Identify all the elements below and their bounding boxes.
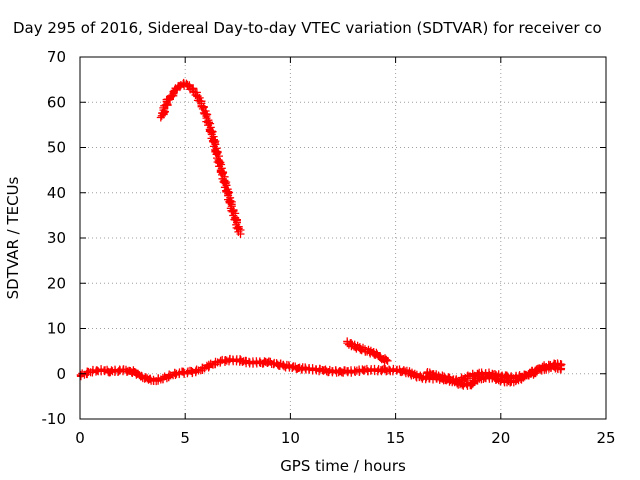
- axis-ticks: 0 5 10 15 20 25 -10 0 10 20 30 40 50 60 70: [42, 48, 616, 447]
- chart-title: Day 295 of 2016, Sidereal Day-to-day VTE…: [13, 19, 602, 37]
- series-markers: [343, 337, 392, 366]
- x-tick-label: 15: [386, 429, 405, 447]
- y-tick-label: 20: [47, 274, 66, 292]
- y-tick-label: 70: [47, 48, 66, 66]
- x-tick-label: 0: [75, 429, 85, 447]
- grid: [80, 57, 606, 419]
- series-markers: [76, 354, 285, 386]
- y-tick-label: 10: [47, 320, 66, 338]
- y-tick-label: 40: [47, 184, 66, 202]
- y-tick-label: 30: [47, 229, 66, 247]
- series-arc-mid: [343, 337, 392, 366]
- data-layer: [76, 78, 566, 390]
- series-markers: [423, 361, 566, 390]
- x-tick-label: 25: [596, 429, 615, 447]
- y-tick-label: 60: [47, 93, 66, 111]
- series-arc-low-3: [423, 361, 566, 390]
- series-markers: [156, 78, 245, 238]
- y-axis-label: SDTVAR / TECUs: [4, 176, 22, 299]
- x-axis-label: GPS time / hours: [280, 457, 406, 475]
- y-tick-label: 0: [56, 365, 66, 383]
- plot-frame: [79, 56, 607, 420]
- series-arc-low-1: [76, 354, 285, 386]
- x-tick-label: 20: [491, 429, 510, 447]
- series-arc-high: [156, 78, 245, 238]
- y-tick-label: 50: [47, 139, 66, 157]
- series-markers: [275, 359, 566, 386]
- series-arc-low-2: [275, 359, 566, 386]
- x-tick-label: 5: [180, 429, 190, 447]
- y-tick-label: -10: [42, 410, 67, 428]
- x-tick-label: 10: [281, 429, 300, 447]
